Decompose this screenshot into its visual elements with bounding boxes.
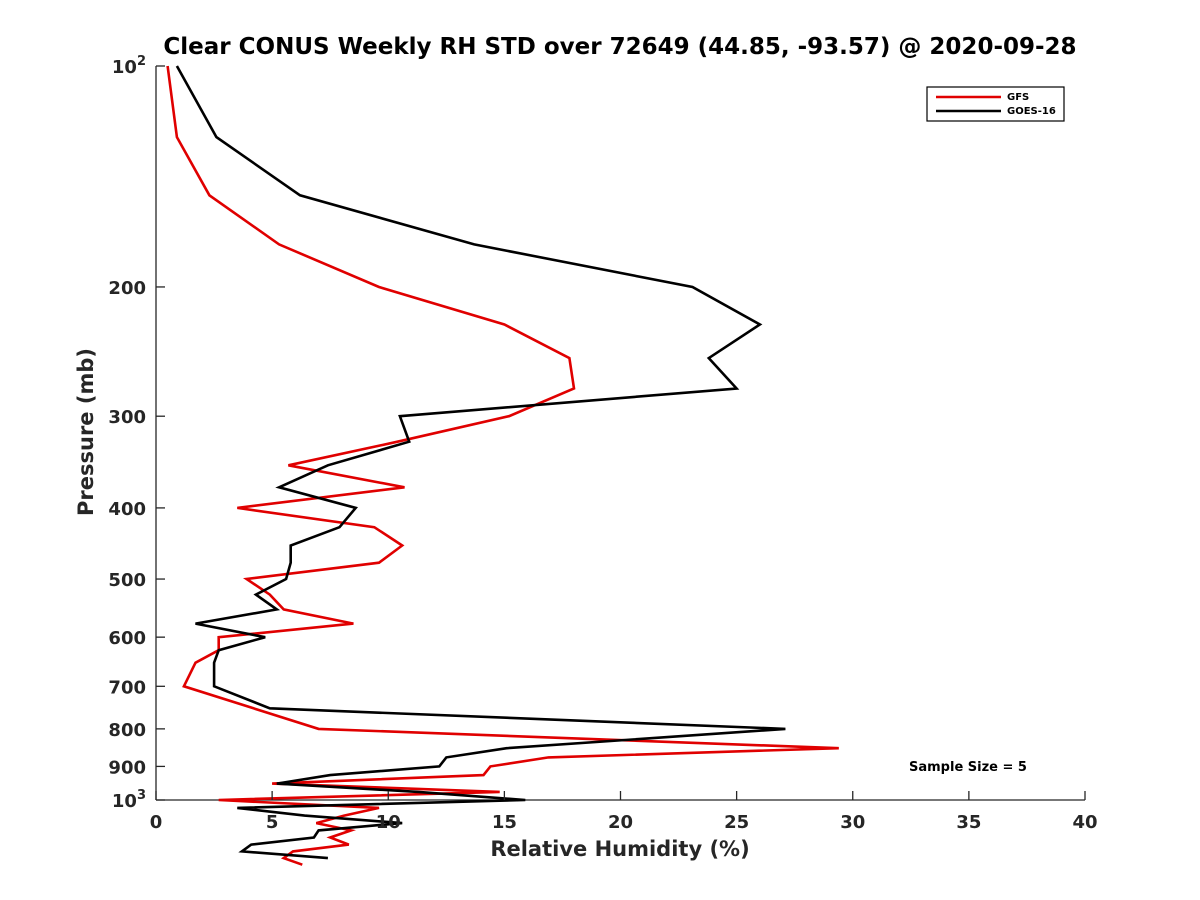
x-tick-label: 40: [1072, 812, 1097, 833]
ticks-layer: 0 5 10 15 20 25 30 35 40 102 200 300 400 500 600 700 800…: [108, 54, 1097, 833]
y-tick-label: 102: [112, 54, 146, 78]
series-layer: [166, 65, 839, 866]
legend: GFS GOES-16: [926, 86, 1065, 122]
x-tick-label: 35: [956, 812, 981, 833]
x-tick-label: 10: [376, 812, 401, 833]
y-tick-label: 700: [108, 677, 146, 698]
legend-label-goes16: GOES-16: [1007, 106, 1056, 117]
x-tick-label: 0: [150, 812, 163, 833]
y-tick-label: 600: [108, 628, 146, 649]
x-tick-label: 15: [492, 812, 517, 833]
y-tick-label: 800: [108, 720, 146, 741]
x-tick-label: 25: [724, 812, 749, 833]
y-tick-label: 200: [108, 278, 146, 299]
series-line-goes-16: [175, 65, 786, 860]
sample-size-annotation: Sample Size = 5: [909, 760, 1027, 775]
y-tick-label: 900: [108, 757, 146, 778]
x-tick-label: 5: [266, 812, 279, 833]
series-line-gfs: [166, 65, 839, 866]
y-tick-label: 500: [108, 570, 146, 591]
x-tick-label: 20: [608, 812, 633, 833]
y-tick-label: 400: [108, 499, 146, 520]
chart-title: Clear CONUS Weekly RH STD over 72649 (44…: [163, 34, 1076, 60]
x-axis-label: Relative Humidity (%): [490, 837, 749, 861]
y-tick-label: 103: [112, 788, 146, 812]
x-tick-label: 30: [840, 812, 865, 833]
y-tick-label: 300: [108, 407, 146, 428]
legend-box: [926, 86, 1065, 122]
legend-label-gfs: GFS: [1007, 92, 1029, 103]
y-axis-label: Pressure (mb): [74, 348, 98, 516]
